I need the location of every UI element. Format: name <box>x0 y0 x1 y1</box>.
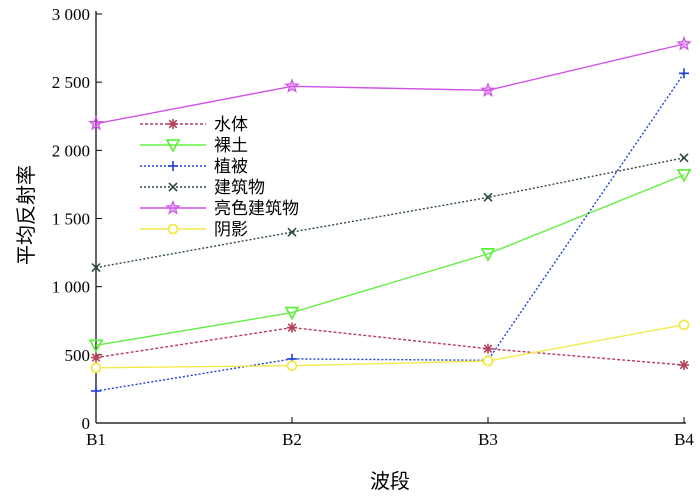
legend-marker <box>165 139 181 153</box>
series-layer <box>88 35 692 396</box>
x-axis-title: 波段 <box>370 469 410 493</box>
x-tick-label: B1 <box>86 430 106 449</box>
series-line <box>95 157 685 269</box>
legend-label: 亮色建筑物 <box>214 199 299 219</box>
data-point <box>482 355 494 367</box>
y-tick-label: 2 000 <box>52 141 90 160</box>
series-line <box>95 72 685 392</box>
y-tick-label: 1 000 <box>52 278 90 297</box>
series-4 <box>91 153 689 273</box>
legend-entry: 植被 <box>140 157 248 177</box>
series-1 <box>91 322 689 371</box>
data-point <box>480 248 496 262</box>
y-tick-label: 2 500 <box>52 73 90 92</box>
y-tick-label: 500 <box>65 346 91 365</box>
x-tick-label: B2 <box>282 430 302 449</box>
legend-entry: 裸土 <box>140 136 248 156</box>
series-line <box>95 326 685 366</box>
legend-label: 裸土 <box>214 136 248 156</box>
data-point <box>284 78 300 93</box>
legend-marker <box>168 182 178 192</box>
marker-stroke <box>91 353 101 362</box>
legend-label: 阴影 <box>214 220 248 240</box>
data-point <box>88 115 104 131</box>
data-point <box>286 360 298 372</box>
series-line <box>95 43 685 125</box>
marker-stroke <box>168 182 178 192</box>
data-point <box>483 192 493 202</box>
series-2 <box>88 168 692 354</box>
data-point <box>287 322 297 333</box>
legend-marker <box>168 161 178 171</box>
legend-marker <box>168 119 178 129</box>
marker-stroke <box>168 119 178 129</box>
marker-stroke <box>91 263 101 273</box>
x-tick-label: B4 <box>674 430 694 449</box>
data-point <box>676 35 692 51</box>
marker-stroke <box>483 192 493 202</box>
legend-entry: 水体 <box>140 115 248 135</box>
legend-entry: 建筑物 <box>140 178 265 198</box>
marker-stroke <box>287 323 297 332</box>
series-line <box>95 174 685 346</box>
x-tick-label: B3 <box>478 430 498 449</box>
series-3 <box>91 68 689 396</box>
y-tick-label: 1 500 <box>52 210 90 229</box>
data-point <box>284 306 300 321</box>
legend-label: 植被 <box>214 157 248 177</box>
series-6 <box>90 319 690 374</box>
series-5 <box>88 35 692 131</box>
marker-stroke <box>679 153 689 163</box>
series-line <box>95 324 685 369</box>
data-point <box>90 362 102 374</box>
data-point <box>483 343 493 354</box>
marker-stroke <box>287 227 297 237</box>
legend-label: 建筑物 <box>214 178 265 198</box>
data-point <box>679 153 689 163</box>
legend-entry: 阴影 <box>140 220 248 240</box>
y-axis-title: 平均反射率 <box>14 165 38 265</box>
data-point <box>91 352 101 363</box>
data-point <box>480 82 496 97</box>
data-point <box>679 360 689 371</box>
axes: 0 500 1 000 1 500 2 000 2 500 3 000 B1 B2 B3 B4 <box>52 5 695 449</box>
y-tick-label: 3 000 <box>52 5 90 24</box>
legend-entry: 亮色建筑物 <box>140 199 299 219</box>
data-point <box>287 227 297 237</box>
data-point <box>678 319 690 331</box>
legend-marker <box>167 223 179 235</box>
marker-stroke <box>679 360 689 370</box>
marker-stroke <box>483 344 493 354</box>
data-point <box>88 339 104 354</box>
data-point <box>679 68 689 79</box>
data-point <box>91 263 101 273</box>
y-tick-label: 0 <box>82 414 91 433</box>
data-point <box>676 168 692 183</box>
legend-marker <box>165 199 181 215</box>
data-point <box>91 385 101 396</box>
legend-label: 水体 <box>214 115 248 135</box>
